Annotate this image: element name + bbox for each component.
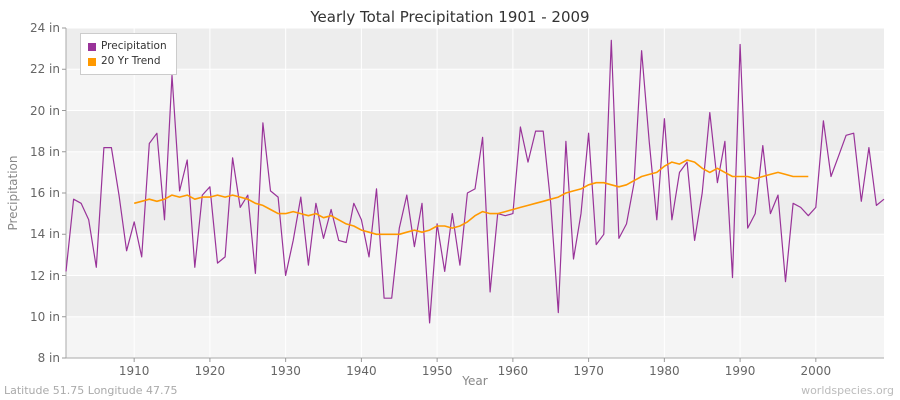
watermark-label: worldspecies.org: [801, 384, 894, 397]
legend-label: Precipitation: [101, 40, 167, 52]
legend-label: 20 Yr Trend: [101, 55, 161, 67]
chart-title: Yearly Total Precipitation 1901 - 2009: [310, 8, 590, 26]
plot-background-band: [66, 234, 884, 276]
y-tick-label: 24 in: [29, 21, 60, 35]
x-axis-title: Year: [462, 374, 488, 388]
legend-item: 20 Yr Trend: [88, 54, 167, 69]
plot-background-band: [66, 316, 884, 358]
y-tick-label: 8 in: [37, 351, 60, 365]
y-tick-label: 18 in: [29, 144, 60, 159]
x-tick-label: 1950: [421, 364, 453, 378]
trend-line: [133, 159, 809, 236]
plot-background-band: [66, 193, 884, 235]
y-tick-label: 22 in: [29, 62, 60, 77]
x-tick-label: 1960: [497, 364, 529, 378]
x-tick-label: 1980: [649, 364, 680, 378]
legend-item: Precipitation: [88, 39, 167, 54]
precipitation-line: [65, 39, 885, 324]
y-tick-label: 16 in: [29, 186, 60, 200]
x-tick-label: 1990: [724, 364, 756, 378]
x-tick-label: 1940: [346, 364, 377, 378]
x-tick-label: 2000: [800, 364, 832, 378]
y-tick-label: 12 in: [29, 268, 60, 283]
precipitation-swatch-icon: [88, 42, 96, 51]
x-tick-label: 1910: [118, 364, 150, 378]
chart-legend: Precipitation 20 Yr Trend: [80, 33, 177, 75]
x-tick-label: 1970: [573, 364, 604, 378]
plot-background-band: [66, 69, 884, 111]
coordinates-label: Latitude 51.75 Longitude 47.75: [4, 384, 178, 397]
plot-background-band: [66, 275, 884, 317]
plot-background-band: [66, 28, 884, 70]
y-tick-label: 14 in: [29, 227, 60, 242]
plot-background-band: [66, 110, 884, 152]
trend-swatch-icon: [88, 57, 96, 66]
y-tick-label: 10 in: [29, 309, 60, 324]
y-tick-label: 20 in: [29, 103, 60, 118]
x-tick-label: 1920: [194, 364, 226, 378]
x-tick-label: 1930: [270, 364, 301, 378]
